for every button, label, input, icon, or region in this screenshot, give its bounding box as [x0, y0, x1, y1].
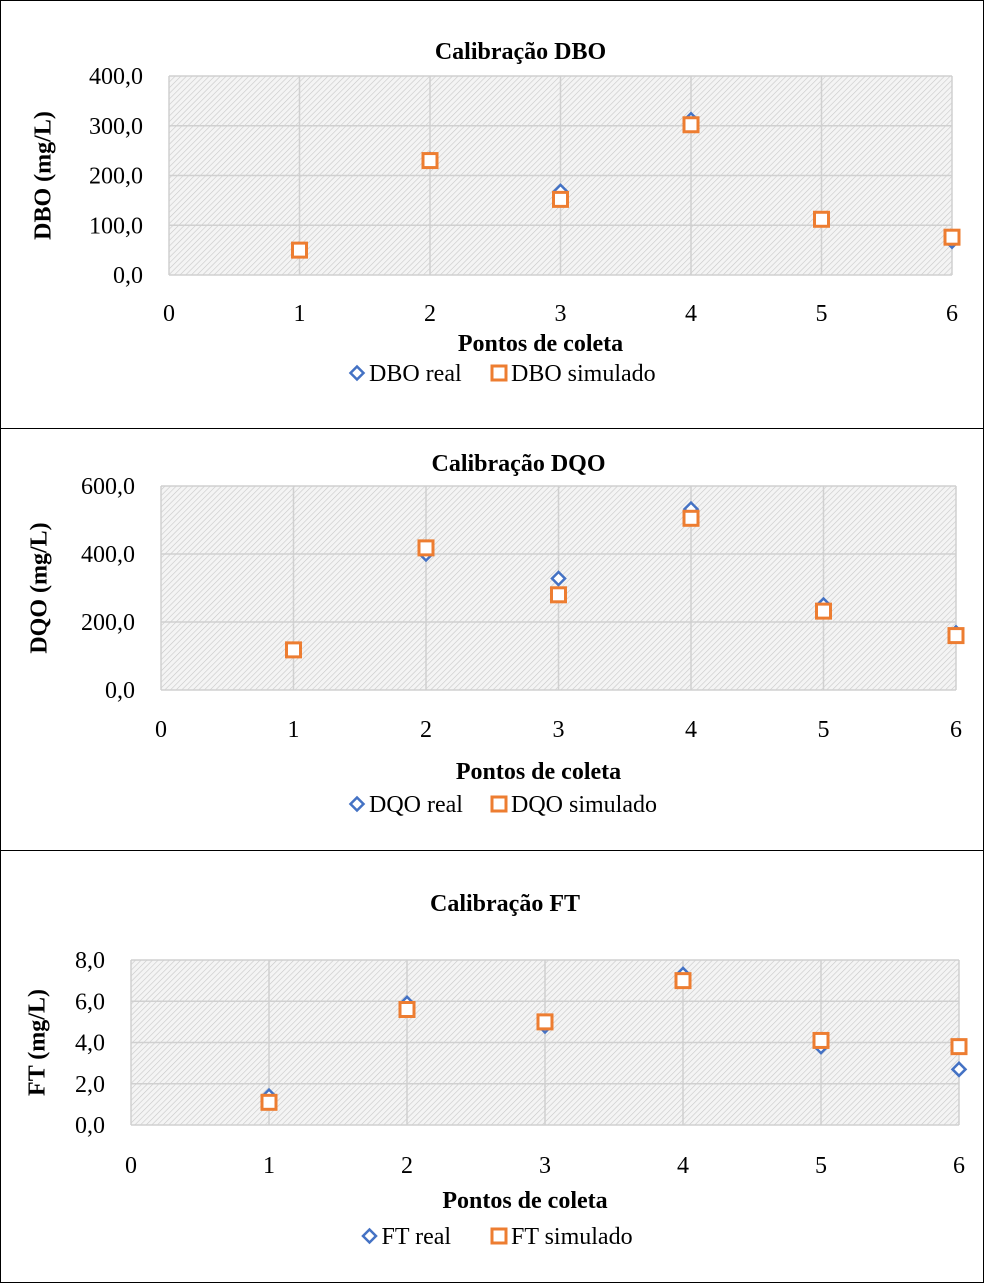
legend: DQO real DQO simulado: [348, 792, 657, 818]
data-point: [674, 972, 692, 990]
x-tick-label: 4: [677, 1153, 689, 1179]
x-axis-label: Pontos de coleta: [456, 759, 621, 785]
x-tick-label: 2: [401, 1153, 413, 1179]
x-tick-label: 0: [155, 717, 167, 743]
y-tick-label: 200,0: [89, 164, 143, 190]
y-axis-label: DBO (mg/L): [31, 111, 57, 240]
x-tick-label: 3: [555, 301, 567, 327]
y-tick-label: 2,0: [75, 1072, 105, 1098]
data-point: [417, 539, 435, 557]
y-tick-label: 0,0: [113, 263, 143, 289]
x-tick-label: 4: [685, 717, 697, 743]
chart-panel-dbo: Calibração DBO 0,0 100,0 200,0 300,0 400,0 0 1 2…: [0, 0, 984, 430]
x-tick-label: 6: [946, 301, 958, 327]
data-point: [421, 152, 439, 170]
data-point: [950, 1038, 968, 1056]
x-tick-label: 0: [125, 1153, 137, 1179]
legend-marker-simulado: [490, 364, 508, 382]
data-point: [291, 241, 308, 259]
data-point: [950, 1061, 968, 1078]
x-tick-label: 5: [818, 717, 830, 743]
chart-ft: Calibração FT 0,0 2,0 4,0 6,0 8,0 0 1 2 3 4 5 6 Ponto…: [25, 891, 968, 1250]
chart-panel-dqo: Calibração DQO 0,0 200,0 400,0 600,0 0 1 2 3 4 5 6 P…: [0, 428, 984, 852]
x-tick-label: 4: [685, 301, 697, 327]
y-tick-label: 200,0: [81, 610, 135, 636]
y-tick-label: 0,0: [105, 678, 135, 704]
legend-label-simulado: DBO simulado: [511, 361, 656, 387]
y-axis-label: FT (mg/L): [25, 989, 51, 1096]
x-axis-label: Pontos de coleta: [442, 1188, 607, 1214]
chart-panel-ft: Calibração FT 0,0 2,0 4,0 6,0 8,0 0 1 2 3 4 5 6 Ponto…: [0, 850, 984, 1283]
legend-label-real: DQO real: [369, 792, 463, 818]
y-tick-label: 6,0: [75, 989, 105, 1015]
chart-dbo: Calibração DBO 0,0 100,0 200,0 300,0 400,0 0 1 2…: [31, 39, 961, 387]
legend-marker-real: [348, 364, 366, 382]
chart-title: Calibração DQO: [432, 451, 606, 477]
x-tick-label: 3: [553, 717, 565, 743]
data-point: [947, 627, 965, 645]
x-tick-label: 6: [953, 1153, 965, 1179]
y-tick-label: 600,0: [81, 474, 135, 500]
series-simulado: [260, 972, 968, 1111]
x-tick-label: 5: [815, 1153, 827, 1179]
legend-marker-real: [361, 1227, 378, 1245]
data-point: [398, 1001, 416, 1018]
data-point: [552, 190, 569, 208]
data-point: [260, 1093, 278, 1111]
legend-label-simulado: DQO simulado: [511, 792, 657, 818]
x-tick-label: 2: [420, 717, 432, 743]
chart-title: Calibração DBO: [435, 39, 606, 65]
x-tick-label: 1: [263, 1153, 275, 1179]
y-tick-label: 400,0: [81, 542, 135, 568]
x-axis-label: Pontos de coleta: [458, 331, 623, 357]
x-tick-label: 5: [816, 301, 828, 327]
legend-label-simulado: FT simulado: [511, 1224, 633, 1250]
legend-label-real: DBO real: [369, 361, 462, 387]
data-point: [943, 228, 961, 246]
x-tick-label: 1: [288, 717, 300, 743]
data-point: [682, 116, 700, 134]
x-tick-label: 0: [163, 301, 175, 327]
data-point: [813, 210, 830, 228]
y-tick-label: 8,0: [75, 948, 105, 974]
x-tick-label: 2: [424, 301, 436, 327]
legend-marker-simulado: [490, 795, 508, 813]
y-axis-label: DQO (mg/L): [27, 522, 53, 653]
y-tick-label: 0,0: [75, 1113, 105, 1139]
legend-marker-real: [348, 795, 366, 813]
legend: DBO real DBO simulado: [348, 361, 656, 387]
y-tick-label: 4,0: [75, 1031, 105, 1057]
data-point: [550, 586, 567, 604]
y-tick-label: 400,0: [89, 64, 143, 90]
y-tick-label: 100,0: [89, 213, 143, 239]
data-point: [815, 602, 832, 620]
x-tick-label: 6: [950, 717, 962, 743]
series-simulado: [285, 509, 965, 659]
legend: FT real FT simulado: [361, 1224, 633, 1250]
data-point: [812, 1031, 830, 1049]
chart-dqo: Calibração DQO 0,0 200,0 400,0 600,0 0 1 2 3 4 5 6 P…: [27, 451, 965, 818]
data-point: [682, 509, 700, 527]
x-tick-label: 3: [539, 1153, 551, 1179]
data-point: [285, 641, 302, 659]
data-point: [550, 570, 567, 587]
series-simulado: [291, 116, 961, 259]
chart-title: Calibração FT: [430, 891, 580, 917]
data-point: [536, 1013, 554, 1031]
y-tick-label: 300,0: [89, 114, 143, 140]
legend-marker-simulado: [490, 1227, 508, 1245]
legend-label-real: FT real: [382, 1224, 452, 1250]
x-tick-label: 1: [294, 301, 306, 327]
